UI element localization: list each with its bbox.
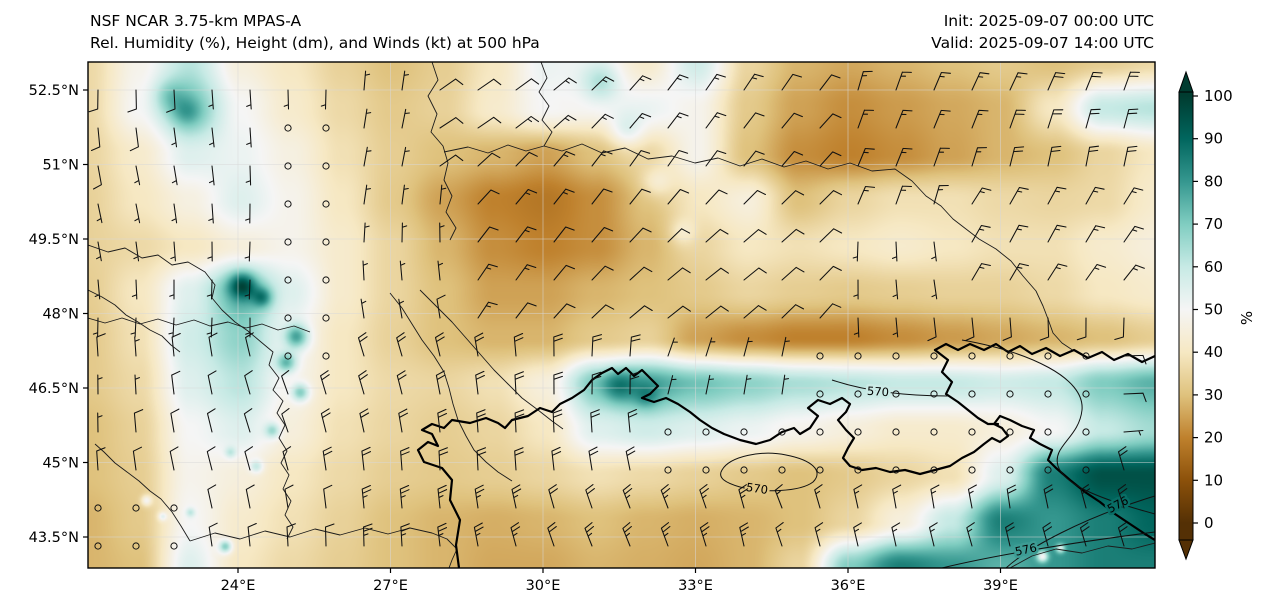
time-stamps: Init: 2025-09-07 00:00 UTC Valid: 2025-09…	[931, 10, 1154, 54]
x-axis-tick-label: 36°E	[831, 578, 866, 594]
colorbar-tick-label: 100	[1204, 87, 1233, 105]
colorbar-gradient	[1178, 91, 1194, 541]
valid-time-label: Valid: 2025-09-07 14:00 UTC	[931, 34, 1154, 52]
colorbar-tick-label: 60	[1204, 258, 1223, 276]
colorbar: 0 10 20 30 40 50 60 70 80 90 100%	[1178, 70, 1256, 561]
colorbar-tick-label: 20	[1204, 429, 1223, 447]
colorbar-tick-label: 90	[1204, 130, 1223, 148]
colorbar-tick-label: 10	[1204, 471, 1223, 489]
colorbar-tick-label: 30	[1204, 386, 1223, 404]
y-axis-tick-label: 45°N	[42, 456, 79, 472]
colorbar-tick-label: 0	[1204, 514, 1214, 532]
init-time-label: Init: 2025-09-07 00:00 UTC	[943, 12, 1154, 30]
x-axis-tick-label: 30°E	[526, 578, 561, 594]
y-axis-tick-label: 52.5°N	[29, 83, 79, 99]
colorbar-tick-label: 50	[1204, 301, 1223, 319]
y-axis-tick-label: 46.5°N	[29, 381, 79, 397]
y-axis-tick-label: 51°N	[42, 158, 79, 174]
x-axis-tick-label: 39°E	[983, 578, 1018, 594]
colorbar-unit-label: %	[1238, 311, 1256, 325]
figure-titles: NSF NCAR 3.75-km MPAS-A Rel. Humidity (%)…	[90, 10, 540, 54]
colorbar-lower-arrow	[1178, 539, 1194, 561]
y-axis-tick-label: 49.5°N	[29, 232, 79, 248]
colorbar-tick-label: 40	[1204, 343, 1223, 361]
x-axis-tick-label: 27°E	[373, 578, 408, 594]
y-axis-tick-label: 43.5°N	[29, 530, 79, 546]
figure-subtitle: Rel. Humidity (%), Height (dm), and Wind…	[90, 34, 540, 52]
colorbar-tick-label: 80	[1204, 172, 1223, 190]
y-axis-tick-label: 48°N	[42, 307, 79, 323]
x-axis-tick-label: 24°E	[221, 578, 256, 594]
x-axis-tick-label: 33°E	[678, 578, 713, 594]
colorbar-upper-arrow	[1178, 70, 1194, 93]
colorbar-tick-label: 70	[1204, 215, 1223, 233]
humidity-field-canvas	[88, 62, 1155, 568]
model-title: NSF NCAR 3.75-km MPAS-A	[90, 12, 302, 30]
